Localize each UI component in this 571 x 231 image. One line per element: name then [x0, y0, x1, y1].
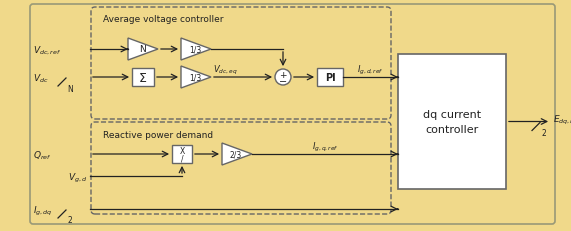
Circle shape: [275, 70, 291, 86]
Text: 1/3: 1/3: [189, 73, 201, 82]
Polygon shape: [222, 143, 252, 165]
Text: $V_{dc,eq}$: $V_{dc,eq}$: [213, 63, 238, 76]
Text: $E_{dq,ref}$: $E_{dq,ref}$: [553, 113, 571, 127]
Text: $I_{g,d,ref}$: $I_{g,d,ref}$: [357, 63, 384, 76]
Bar: [132, 69, 154, 87]
Text: N: N: [67, 84, 73, 93]
Bar: [172, 145, 192, 163]
Text: $V_{dc}$: $V_{dc}$: [33, 73, 49, 85]
Text: 2: 2: [542, 128, 547, 137]
Text: 2: 2: [67, 216, 72, 225]
Text: 2/3: 2/3: [230, 150, 242, 159]
Text: Average voltage controller: Average voltage controller: [103, 15, 223, 24]
Text: Reactive power demand: Reactive power demand: [103, 130, 213, 139]
Text: Σ: Σ: [139, 71, 147, 84]
Text: PI: PI: [325, 73, 335, 83]
Text: $I_{g,q,ref}$: $I_{g,q,ref}$: [312, 140, 339, 153]
Bar: [317, 69, 343, 87]
Text: 1/3: 1/3: [189, 45, 201, 54]
Text: N: N: [139, 45, 146, 54]
FancyBboxPatch shape: [30, 5, 555, 224]
Text: dq current
controller: dq current controller: [423, 110, 481, 134]
Text: $V_{dc,ref}$: $V_{dc,ref}$: [33, 45, 61, 57]
Text: X
/: X /: [179, 146, 184, 163]
Polygon shape: [128, 39, 158, 61]
Text: +: +: [279, 70, 287, 79]
Text: $Q_{ref}$: $Q_{ref}$: [33, 149, 51, 161]
Text: $I_{g,dq}$: $I_{g,dq}$: [33, 204, 53, 217]
Polygon shape: [181, 67, 211, 89]
Text: −: −: [279, 76, 287, 86]
Bar: [398, 55, 506, 189]
Text: $V_{g,d}$: $V_{g,d}$: [68, 171, 87, 184]
Polygon shape: [181, 39, 211, 61]
